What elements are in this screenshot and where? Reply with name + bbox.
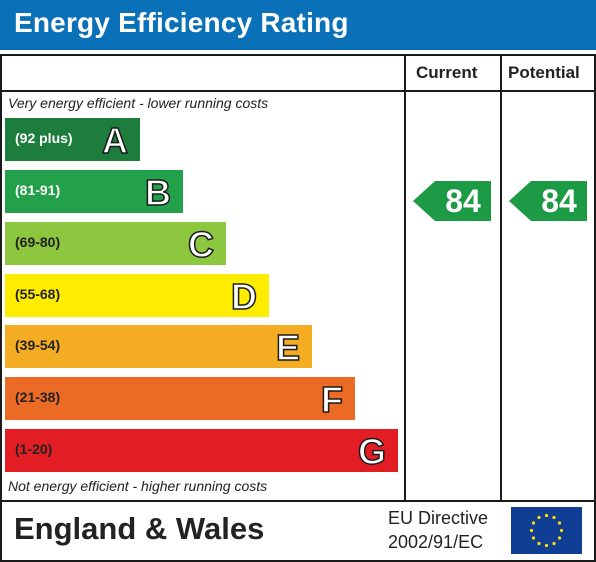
band-b-letter: B [144, 171, 172, 214]
chart-title: Energy Efficiency Rating [14, 7, 349, 38]
eu-directive-number: 2002/91/EC [388, 532, 484, 552]
band-f: (21-38) F [5, 377, 355, 421]
divider-potential [500, 54, 502, 502]
potential-rating-arrow: 84 [509, 181, 587, 221]
band-f-letter: F [320, 378, 344, 421]
band-g: (1-20) G [5, 429, 398, 473]
band-d-letter: D [230, 275, 258, 318]
footer-divider [0, 500, 596, 502]
band-c: (69-80) C [5, 222, 226, 266]
band-a-range: (92 plus) [15, 130, 73, 146]
band-d: (55-68) D [5, 274, 269, 318]
current-rating-arrow: 84 [413, 181, 491, 221]
header-bar: Energy Efficiency Rating [0, 0, 596, 50]
eu-directive-label: EU Directive [388, 508, 489, 528]
band-g-range: (1-20) [15, 441, 53, 457]
band-f-range: (21-38) [15, 389, 61, 405]
band-g-letter: G [357, 430, 387, 473]
band-c-letter: C [187, 223, 215, 266]
potential-rating-value: 84 [541, 183, 577, 219]
band-e-letter: E [275, 326, 301, 369]
band-a: (92 plus) A [5, 118, 140, 162]
bottom-note: Not energy efficient - higher running co… [8, 478, 268, 494]
header-divider [0, 90, 596, 92]
rating-frame [0, 54, 596, 562]
divider-current [404, 54, 406, 502]
band-e: (39-54) E [5, 325, 312, 369]
eu-flag-stars-icon [529, 513, 564, 548]
top-note: Very energy efficient - lower running co… [8, 95, 269, 111]
band-e-range: (39-54) [15, 337, 61, 353]
potential-column-header: Potential [508, 63, 580, 82]
region-label: England & Wales [14, 511, 265, 546]
band-a-letter: A [101, 119, 129, 162]
current-rating-value: 84 [445, 183, 481, 219]
current-column-header: Current [416, 63, 478, 82]
band-b: (81-91) B [5, 170, 183, 214]
band-d-range: (55-68) [15, 286, 61, 302]
band-b-range: (81-91) [15, 182, 61, 198]
eu-flag-icon [511, 507, 582, 554]
band-c-range: (69-80) [15, 234, 61, 250]
